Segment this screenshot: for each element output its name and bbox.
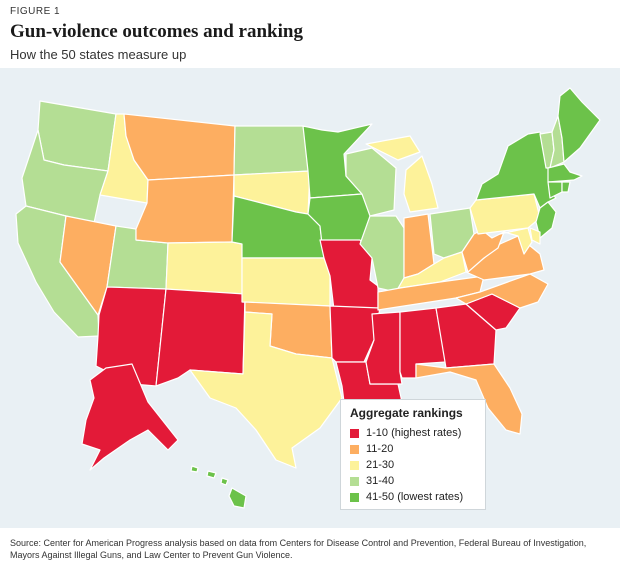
state-TN[interactable] <box>377 275 485 311</box>
legend-item: 21-30 <box>350 457 476 473</box>
state-FL[interactable] <box>415 363 523 435</box>
state-ME[interactable] <box>557 87 601 163</box>
state-TX[interactable] <box>189 311 343 469</box>
state-GA[interactable] <box>435 303 497 369</box>
state-ND[interactable] <box>233 125 311 176</box>
state-MD[interactable] <box>499 227 533 255</box>
state-MI[interactable] <box>365 135 439 213</box>
state-CT[interactable] <box>547 181 563 199</box>
legend-item: 41-50 (lowest rates) <box>350 489 476 505</box>
legend-swatch <box>350 444 359 454</box>
source-note: Source: Center for American Progress ana… <box>10 538 587 560</box>
state-RI[interactable] <box>561 181 571 193</box>
legend-title: Aggregate rankings <box>350 406 463 420</box>
legend-item: 1-10 (highest rates) <box>350 425 476 441</box>
legend-swatch <box>350 492 359 502</box>
us-states-map <box>15 87 601 509</box>
state-AK[interactable] <box>81 363 179 471</box>
state-HI[interactable] <box>190 465 247 509</box>
map-legend: Aggregate rankings 1-10 (highest rates) … <box>340 399 486 510</box>
legend-item: 31-40 <box>350 473 476 489</box>
state-MT[interactable] <box>123 113 236 181</box>
state-NC[interactable] <box>455 273 549 309</box>
state-NJ[interactable] <box>535 201 557 239</box>
legend-label: 41-50 (lowest rates) <box>366 491 464 503</box>
state-WA[interactable] <box>37 100 117 172</box>
figure-title: Gun-violence outcomes and ranking <box>10 21 303 42</box>
map-panel: Aggregate rankings 1-10 (highest rates) … <box>0 68 620 528</box>
legend-label: 31-40 <box>366 475 395 487</box>
legend-swatch <box>350 428 359 438</box>
legend-label: 1-10 (highest rates) <box>366 427 462 439</box>
legend-swatch <box>350 460 359 470</box>
legend-swatch <box>350 476 359 486</box>
state-DE[interactable] <box>529 227 541 245</box>
legend-label: 21-30 <box>366 459 395 471</box>
state-WI[interactable] <box>345 147 397 217</box>
legend-label: 11-20 <box>366 443 394 455</box>
state-KS[interactable] <box>241 257 331 307</box>
state-MA[interactable] <box>547 163 583 183</box>
figure-label: FIGURE 1 <box>10 6 61 17</box>
figure-subtitle: How the 50 states measure up <box>10 47 187 62</box>
state-CO[interactable] <box>165 241 243 297</box>
state-MN[interactable] <box>302 123 373 199</box>
legend-item: 11-20 <box>350 441 476 457</box>
state-WY[interactable] <box>135 174 235 244</box>
